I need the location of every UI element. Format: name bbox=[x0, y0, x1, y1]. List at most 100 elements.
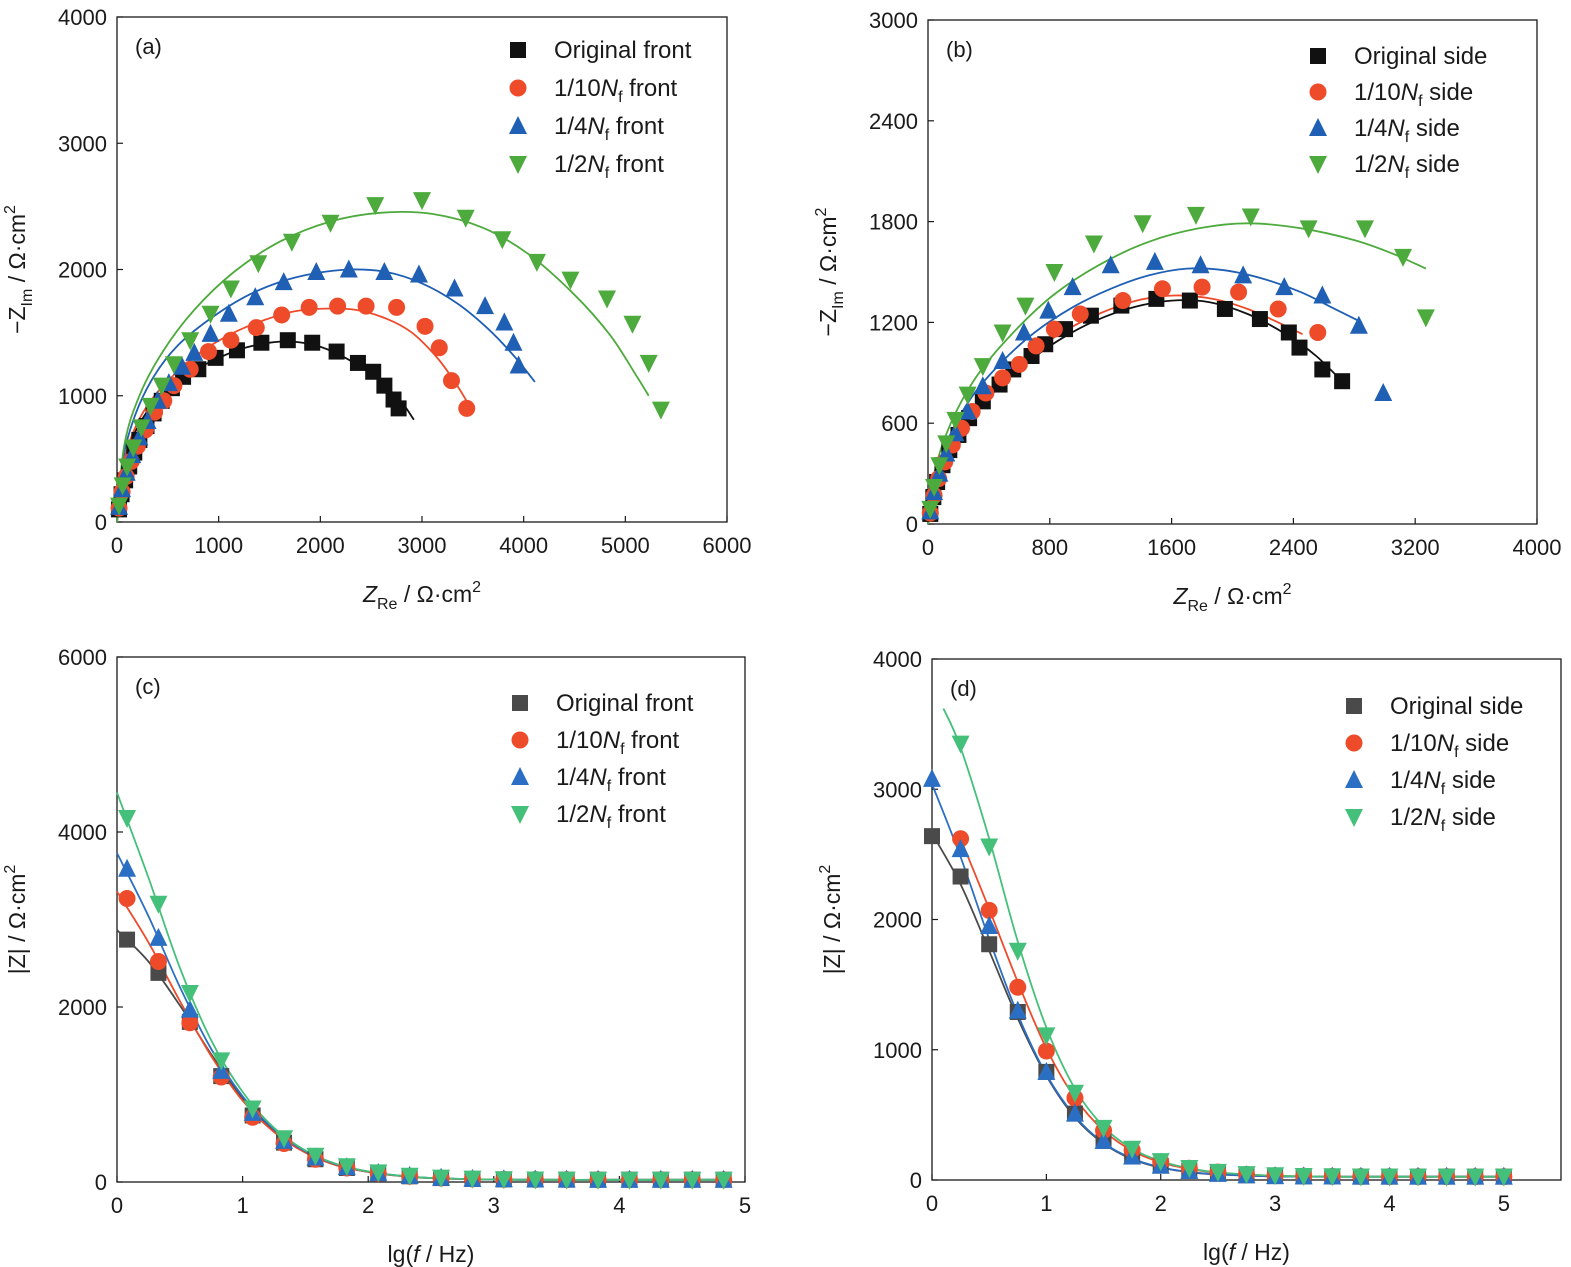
data-point bbox=[458, 399, 476, 417]
markers-a-0 bbox=[111, 332, 407, 518]
y-tick-label: 2000 bbox=[58, 995, 107, 1020]
y-tick-label: 1800 bbox=[869, 210, 918, 235]
data-point bbox=[1037, 1061, 1056, 1080]
data-point bbox=[980, 901, 998, 919]
data-point bbox=[375, 262, 394, 281]
data-point bbox=[222, 331, 240, 349]
y-axis-label: −ZIm / Ω·cm2 bbox=[813, 207, 847, 336]
data-point bbox=[1193, 278, 1211, 296]
legend-label: 1/2Nf side bbox=[1390, 804, 1496, 835]
data-point bbox=[1145, 251, 1164, 270]
data-point bbox=[1014, 322, 1033, 341]
panel-b: 0 800 1600 2400 3200 4000 0 600 1200 1800 2400 3000… bbox=[813, 8, 1561, 615]
fit-curve bbox=[116, 929, 727, 1181]
legend-label: 1/4Nf front bbox=[554, 113, 664, 144]
data-point bbox=[463, 1170, 482, 1189]
data-point bbox=[994, 369, 1012, 387]
data-point bbox=[118, 890, 136, 907]
y-tick-label: 0 bbox=[95, 510, 107, 535]
plot-frame bbox=[116, 656, 746, 1183]
y-tick-label: 0 bbox=[910, 1168, 922, 1193]
x-tick-label: 2000 bbox=[296, 533, 345, 558]
legend-item: 1/4Nf front bbox=[509, 113, 664, 144]
data-point bbox=[390, 400, 407, 417]
data-point bbox=[376, 377, 393, 394]
data-point bbox=[1416, 309, 1435, 328]
legend-label: Original side bbox=[1354, 43, 1487, 70]
legend-label: 1/10Nf side bbox=[1354, 79, 1473, 110]
data-point bbox=[1065, 1084, 1084, 1103]
x-tick-label: 0 bbox=[922, 535, 934, 560]
legend-marker bbox=[1345, 809, 1363, 827]
legend-label: 1/4Nf side bbox=[1390, 767, 1496, 798]
y-axis-label: |Z| / Ω·cm2 bbox=[817, 865, 845, 975]
legend-label: 1/10Nf front bbox=[554, 75, 678, 106]
legend-marker bbox=[1309, 156, 1327, 174]
y-tick-label: 3000 bbox=[58, 131, 107, 156]
data-point bbox=[1009, 978, 1027, 996]
data-point bbox=[328, 343, 345, 360]
x-tick-label: 2400 bbox=[1269, 535, 1318, 560]
data-point bbox=[1027, 337, 1045, 355]
fit-curve bbox=[116, 210, 650, 523]
data-point bbox=[279, 332, 296, 349]
data-point bbox=[200, 343, 217, 361]
data-point bbox=[1186, 206, 1205, 225]
data-point bbox=[357, 297, 375, 315]
legend-marker bbox=[510, 42, 526, 58]
y-tick-label: 2400 bbox=[869, 109, 918, 134]
data-point bbox=[282, 233, 301, 252]
data-point bbox=[369, 1164, 388, 1183]
data-point bbox=[527, 253, 546, 272]
x-tick-label: 4 bbox=[1383, 1191, 1395, 1216]
data-point bbox=[1237, 1166, 1256, 1185]
data-point bbox=[1309, 323, 1327, 341]
fit-curve bbox=[116, 268, 536, 523]
legend-marker bbox=[1345, 734, 1363, 752]
series-c-0 bbox=[116, 929, 727, 1181]
x-axis-label: lg(f / Hz) bbox=[1203, 1239, 1290, 1265]
markers-c-2 bbox=[118, 858, 733, 1188]
data-point bbox=[526, 1171, 545, 1190]
data-point bbox=[180, 985, 199, 1003]
data-point bbox=[1114, 292, 1132, 310]
y-tick-label: 0 bbox=[95, 1170, 107, 1195]
legend: Original front 1/10Nf front 1/4Nf front 1/2… bbox=[509, 37, 692, 182]
data-point bbox=[1045, 264, 1064, 282]
data-point bbox=[1010, 355, 1028, 373]
data-point bbox=[925, 479, 944, 498]
data-point bbox=[494, 1171, 513, 1190]
panel-label: (b) bbox=[946, 37, 973, 62]
data-point bbox=[993, 351, 1012, 370]
data-point bbox=[952, 830, 970, 848]
markers-b-3 bbox=[921, 206, 1435, 519]
legend-item: 1/4Nf side bbox=[1309, 115, 1460, 146]
data-point bbox=[1071, 305, 1089, 323]
x-tick-label: 1000 bbox=[194, 533, 243, 558]
data-point bbox=[110, 497, 129, 516]
data-point bbox=[980, 916, 999, 935]
y-tick-label: 4000 bbox=[873, 647, 922, 672]
data-point bbox=[557, 1171, 576, 1190]
data-point bbox=[118, 458, 137, 477]
data-point bbox=[1016, 297, 1035, 316]
data-point bbox=[113, 477, 132, 496]
data-point bbox=[118, 810, 137, 828]
x-tick-label: 1 bbox=[1040, 1191, 1052, 1216]
data-point bbox=[1409, 1168, 1428, 1187]
data-point bbox=[651, 401, 670, 420]
data-point bbox=[185, 342, 204, 361]
data-point bbox=[253, 334, 270, 351]
data-point bbox=[1039, 300, 1058, 319]
legend-item: 1/10Nf front bbox=[511, 727, 680, 758]
data-point bbox=[1266, 1167, 1285, 1186]
data-point bbox=[366, 197, 385, 216]
data-point bbox=[149, 895, 168, 914]
data-point bbox=[493, 231, 512, 250]
x-tick-label: 5000 bbox=[601, 533, 650, 558]
markers-c-3 bbox=[118, 810, 733, 1190]
data-point bbox=[306, 1147, 325, 1166]
data-point bbox=[951, 735, 970, 754]
legend-item: Original front bbox=[510, 37, 692, 64]
data-point bbox=[651, 1171, 670, 1190]
